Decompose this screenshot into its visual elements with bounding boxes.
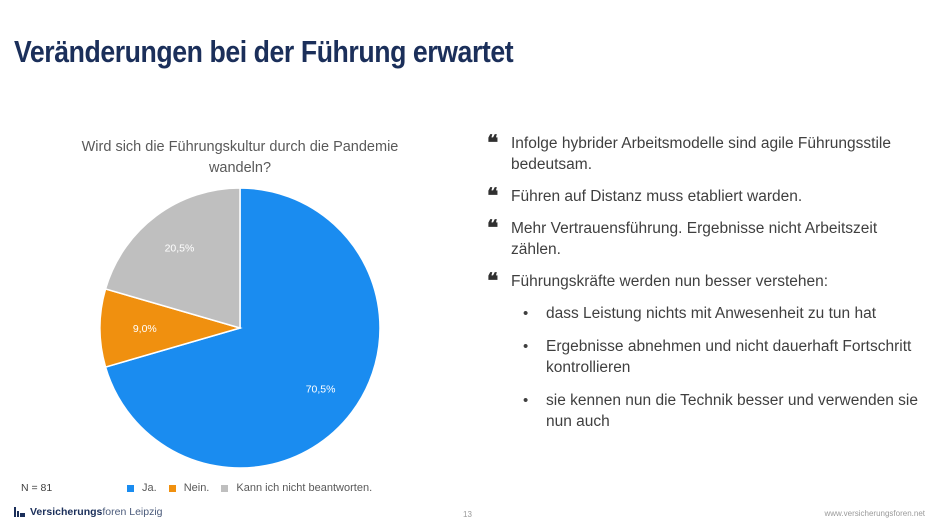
quote-icon: ❝ bbox=[487, 215, 499, 240]
legend-swatch-ja bbox=[127, 484, 134, 492]
bullet-text: dass Leistung nichts mit Anwesenheit zu … bbox=[546, 305, 877, 322]
quote-item: ❝ Führen auf Distanz muss etabliert ward… bbox=[487, 183, 927, 208]
quote-text: Führungskräfte werden nun besser versteh… bbox=[511, 273, 829, 290]
company-logo: Versicherungs foren Leipzig bbox=[14, 506, 163, 518]
pie-slice-nein bbox=[99, 288, 243, 368]
bullet-item: • sie kennen nun die Technik besser und … bbox=[487, 390, 927, 432]
bullet-dot-icon: • bbox=[523, 338, 529, 355]
quote-icon: ❝ bbox=[487, 268, 499, 293]
bullet-item: • Ergebnisse abnehmen und nicht dauerhaf… bbox=[487, 336, 927, 378]
bullet-text: sie kennen nun die Technik besser und ve… bbox=[546, 392, 918, 430]
legend-swatch-nein bbox=[168, 484, 176, 492]
quote-icon: ❝ bbox=[487, 130, 499, 155]
slice-label-nein: 9,0% bbox=[133, 323, 157, 335]
legend-item-ja: Ja. bbox=[127, 482, 157, 494]
legend-label-nein: Nein. bbox=[183, 482, 210, 494]
sample-size-note: N = 81 bbox=[21, 482, 53, 494]
logo-bars-icon bbox=[14, 507, 26, 517]
slice-label-ja: 70,5% bbox=[306, 384, 336, 396]
bullet-dot-icon: • bbox=[523, 392, 529, 409]
logo-text-strong: Versicherungs bbox=[30, 506, 103, 518]
pie-chart: 70,5% 9,0% 20,5% bbox=[99, 187, 381, 469]
pie-slice-ja bbox=[104, 187, 381, 469]
bullet-text: Ergebnisse abnehmen und nicht dauerhaft … bbox=[546, 338, 912, 376]
legend-swatch-kann-nicht bbox=[221, 484, 229, 492]
website-url: www.versicherungsforen.net bbox=[824, 509, 926, 518]
legend-item-nein: Nein. bbox=[168, 482, 210, 494]
slice-label-kann-nicht: 20,5% bbox=[165, 242, 195, 254]
slide-title: Veränderungen bei der Führung erwartet bbox=[14, 34, 514, 69]
quote-text: Mehr Vertrauensführung. Ergebnisse nicht… bbox=[511, 220, 878, 258]
quote-text: Führen auf Distanz muss etabliert warden… bbox=[511, 188, 803, 205]
chart-legend: Ja. Nein. Kann ich nicht beantworten. bbox=[127, 482, 384, 494]
bullet-list: • dass Leistung nichts mit Anwesenheit z… bbox=[487, 303, 927, 432]
page-number: 13 bbox=[463, 510, 472, 519]
quotes-panel: ❝ Infolge hybrider Arbeitsmodelle sind a… bbox=[487, 130, 927, 444]
bullet-item: • dass Leistung nichts mit Anwesenheit z… bbox=[487, 303, 927, 324]
legend-label-ja: Ja. bbox=[142, 482, 157, 494]
legend-item-kann-nicht: Kann ich nicht beantworten. bbox=[221, 482, 372, 494]
logo-text-light: foren Leipzig bbox=[102, 506, 163, 518]
quote-icon: ❝ bbox=[487, 183, 499, 208]
legend-label-kann-nicht: Kann ich nicht beantworten. bbox=[236, 482, 373, 494]
bullet-dot-icon: • bbox=[523, 305, 529, 322]
quote-item: ❝ Infolge hybrider Arbeitsmodelle sind a… bbox=[487, 130, 927, 175]
quote-item: ❝ Führungskräfte werden nun besser verst… bbox=[487, 268, 927, 293]
quote-text: Infolge hybrider Arbeitsmodelle sind agi… bbox=[511, 135, 891, 173]
quote-item: ❝ Mehr Vertrauensführung. Ergebnisse nic… bbox=[487, 215, 927, 260]
pie-slice-kann-nicht bbox=[104, 187, 241, 329]
chart-title: Wird sich die Führungskultur durch die P… bbox=[81, 139, 399, 176]
